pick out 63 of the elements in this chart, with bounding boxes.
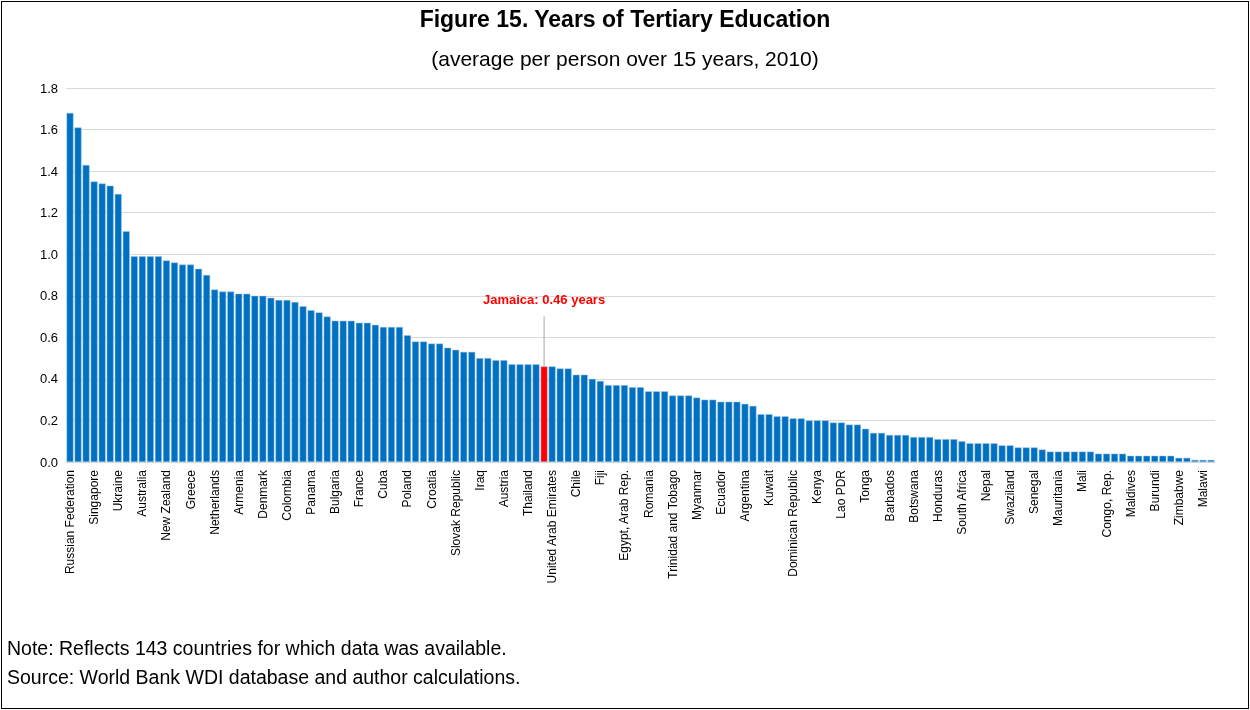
x-tick-label: Australia [135, 469, 150, 517]
x-tick-label: United Arab Emirates [545, 470, 560, 584]
y-tick-label: 0.4 [39, 371, 58, 387]
x-tick-label: Nepal [979, 470, 993, 502]
x-tick-label: Malawi [1195, 470, 1210, 508]
x-tick-label: Kuwait [762, 469, 777, 507]
y-tick-label: 0.8 [39, 288, 58, 304]
x-tick-label: Congo, Rep. [1099, 470, 1114, 538]
x-tick-label: Bulgaria [328, 469, 343, 515]
x-tick-label: France [352, 469, 367, 508]
x-tick-label: Kenya [810, 469, 825, 505]
y-tick-label: 1.4 [39, 163, 58, 179]
x-tick-label: Argentina [737, 469, 752, 522]
x-tick-label: Russian Federation [63, 470, 78, 575]
x-tick-label: Zimbabwe [1171, 469, 1186, 526]
x-tick-label: Iraq [472, 470, 487, 491]
y-tick-label: 1.8 [39, 80, 58, 96]
x-tick-label: Myanmar [689, 470, 704, 521]
x-tick-label: Romania [641, 469, 656, 519]
source-note: Source: World Bank WDI database and author calculations. [7, 665, 521, 690]
x-tick-label: New Zealand [159, 470, 174, 541]
x-tick-label: Mali [1075, 470, 1090, 493]
x-tick-label: Austria [496, 469, 511, 508]
y-tick-label: 1.2 [39, 205, 58, 221]
x-tick-label: Senegal [1027, 470, 1042, 515]
x-tick-label: Trinidad and Tobago [665, 469, 680, 579]
y-tick-label: 1.0 [39, 246, 58, 262]
x-tick-label: Greece [183, 469, 198, 510]
x-tick-label: Denmark [255, 469, 270, 519]
y-tick-label: 0.0 [39, 454, 58, 470]
x-tick-label: Poland [400, 470, 415, 508]
chart-title: Figure 15. Years of Tertiary Education [418, 6, 832, 33]
x-tick-label: Panama [304, 469, 319, 515]
x-tick-label: Ecuador [713, 470, 728, 515]
x-tick-label: Chile [569, 469, 584, 498]
y-tick-label: 1.6 [39, 122, 58, 138]
x-tick-label: Botswana [906, 469, 921, 523]
x-tick-label: Ukraine [111, 469, 126, 512]
x-tick-label: Netherlands [207, 470, 222, 535]
x-tick-label: Fiji [593, 470, 608, 486]
y-tick-label: 0.6 [39, 329, 58, 345]
x-tick-label: Lao PDR [834, 469, 849, 519]
chart-subtitle: (average per person over 15 years, 2010) [430, 47, 820, 71]
x-tick-label: Maldives [1123, 470, 1138, 518]
annotation: Jamaica: 0.46 years [483, 292, 606, 308]
x-tick-label: Thailand [521, 470, 536, 517]
x-tick-label: Slovak Republic [448, 470, 463, 557]
x-tick-label: Swaziland [1003, 470, 1018, 525]
text: Note: Reflects 143 countries for which data was available. [7, 636, 508, 661]
x-tick-label: Dominican Republic [786, 470, 801, 577]
x-tick-label: Tonga [858, 469, 873, 503]
x-tick-label: Honduras [930, 470, 945, 523]
x-tick-label: Egypt, Arab Rep. [617, 470, 632, 561]
y-tick-label: 0.2 [39, 412, 58, 428]
x-tick-label: Barbados [882, 470, 897, 522]
x-tick-label: Cuba [376, 469, 391, 499]
x-tick-label: Burundi [1147, 470, 1162, 512]
x-tick-label: South Africa [954, 469, 969, 535]
x-tick-label: Colombia [279, 469, 294, 521]
x-tick-label: Croatia [424, 469, 439, 509]
x-tick-label: Armenia [231, 469, 246, 515]
x-tick-label: Singapore [87, 469, 102, 525]
x-tick-label: Mauritania [1051, 469, 1066, 527]
